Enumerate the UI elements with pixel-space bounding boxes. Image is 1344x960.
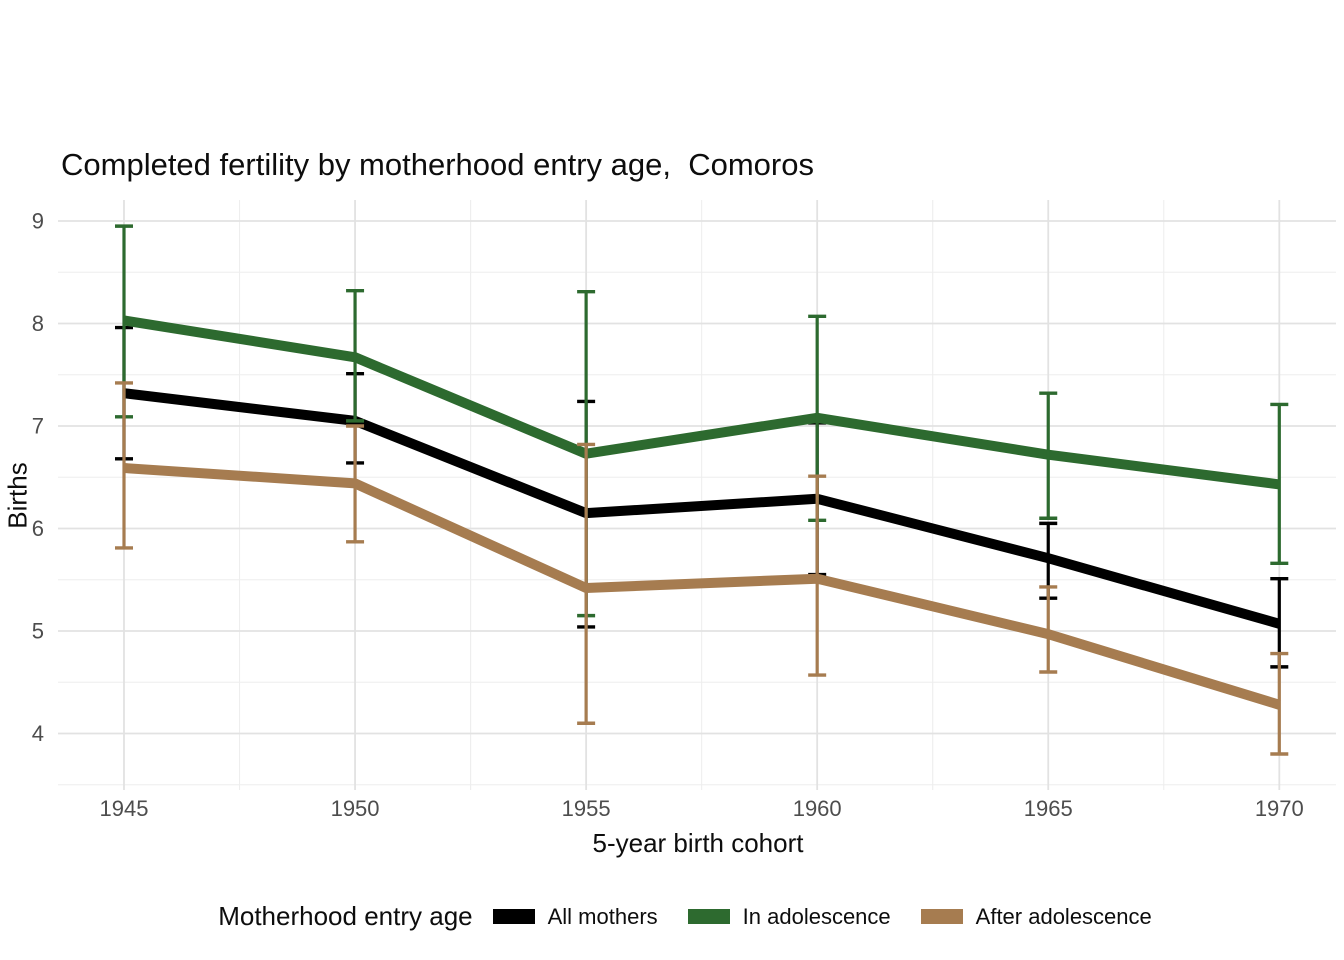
chart-title: Completed fertility by motherhood entry … [61, 147, 814, 182]
legend-item-label: All mothers [547, 903, 658, 929]
legend-swatch-icon [492, 909, 535, 924]
legend-item-in-adolescence: In adolescence [687, 903, 891, 930]
y-axis-title: Births [2, 462, 33, 529]
legend-swatch-icon [687, 909, 730, 924]
x-axis-tick-label: 1945 [100, 796, 149, 821]
legend-item-all-mothers: All mothers [492, 903, 658, 930]
legend: Motherhood entry age All mothers In adole… [0, 901, 1344, 932]
y-axis-tick-label: 4 [32, 721, 44, 746]
y-axis-tick-label: 7 [32, 414, 44, 439]
legend-item-after-adolescence: After adolescence [920, 903, 1152, 930]
legend-swatch-icon [920, 909, 963, 924]
x-axis-tick-label: 1970 [1255, 796, 1304, 821]
x-axis-tick-label: 1955 [562, 796, 611, 821]
series-line-all-mothers [123, 388, 1281, 629]
x-axis-tick-label: 1965 [1024, 796, 1073, 821]
x-axis-tick-label: 1950 [331, 796, 380, 821]
series-line-after-adolescence [123, 463, 1281, 710]
y-axis-tick-label: 5 [32, 619, 44, 644]
legend-item-label: In adolescence [742, 903, 891, 929]
legend-items: All mothers In adolescence After adolescen… [492, 903, 1182, 930]
legend-item-label: After adolescence [975, 903, 1152, 929]
y-axis-tick-label: 9 [32, 209, 44, 234]
legend-title: Motherhood entry age [218, 901, 473, 931]
x-axis-title: 5-year birth cohort [592, 828, 804, 858]
x-axis-tick-label: 1960 [793, 796, 842, 821]
y-axis-tick-label: 6 [32, 516, 44, 541]
y-axis-tick-label: 8 [32, 311, 44, 336]
series-line-in-adolescence [123, 315, 1280, 490]
